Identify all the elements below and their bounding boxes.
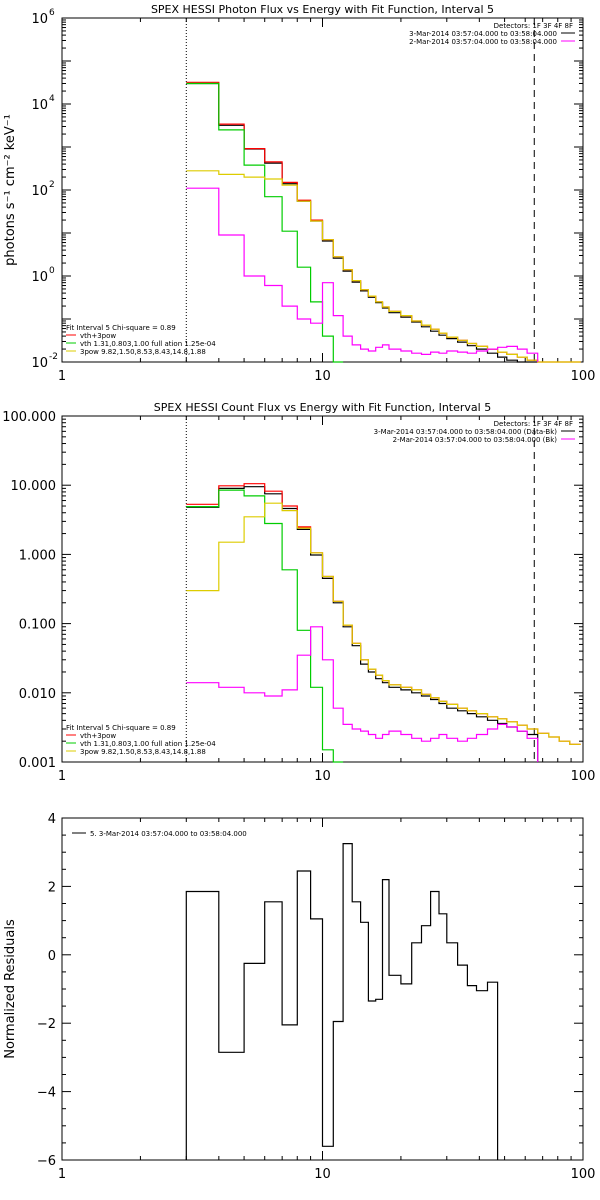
y-tick-label: 100.000 bbox=[2, 410, 56, 425]
x-tick-label: 10 bbox=[314, 369, 331, 384]
y-tick-label: 10 bbox=[31, 356, 48, 371]
legend-title: Detectors: 1F 3F 4F 8F bbox=[494, 420, 573, 428]
y-tick-label: 10 bbox=[31, 184, 48, 199]
y-tick-label: −6 bbox=[37, 1154, 56, 1169]
legend-label: 2-Mar-2014 03:57:04.000 to 03:58:04.000 … bbox=[393, 436, 558, 444]
y-tick-label: 2 bbox=[48, 880, 56, 895]
series-line bbox=[186, 82, 538, 363]
legend-label: 3-Mar-2014 03:57:04.000 to 03:58:04.000 … bbox=[374, 428, 558, 436]
legend-label: 2-Mar-2014 03:57:04.000 to 03:58:04.000 bbox=[409, 38, 557, 46]
fit-legend-title: Fit Interval 5 Chi-square = 0.89 bbox=[66, 724, 176, 732]
x-tick-label: 100 bbox=[571, 1167, 596, 1182]
fit-legend-label: vth+3pow bbox=[80, 732, 116, 740]
y-tick-label: 10 bbox=[31, 12, 48, 27]
x-tick-label: 100 bbox=[571, 369, 596, 384]
legend-label: 3-Mar-2014 03:57:04.000 to 03:58:04.000 bbox=[409, 30, 557, 38]
x-tick-label: 1 bbox=[58, 1167, 66, 1182]
series-line bbox=[185, 843, 499, 1160]
y-tick-exponent: 6 bbox=[49, 8, 55, 18]
x-tick-label: 10 bbox=[314, 1167, 331, 1182]
legend-label: 5. 3-Mar-2014 03:57:04.000 to 03:58:04.0… bbox=[90, 830, 247, 838]
fit-legend-title: Fit Interval 5 Chi-square = 0.89 bbox=[66, 324, 176, 332]
y-tick-label: 1.000 bbox=[19, 548, 56, 563]
series-line bbox=[186, 486, 539, 762]
y-tick-label: 10.000 bbox=[11, 479, 57, 494]
y-tick-label: 0 bbox=[48, 949, 56, 964]
y-axis-label: Normalized Residuals bbox=[3, 919, 18, 1059]
x-tick-label: 1 bbox=[58, 369, 66, 384]
series-line bbox=[186, 483, 581, 745]
series-line bbox=[186, 81, 581, 363]
chart-title: SPEX HESSI Count Flux vs Energy with Fit… bbox=[154, 401, 491, 414]
fit-legend-label: vth 1.31,0.803,1.00 full ation 1.25e-04 bbox=[80, 740, 216, 748]
y-axis-label: photons s⁻¹ cm⁻² keV⁻¹ bbox=[3, 114, 18, 266]
y-tick-label: 0.010 bbox=[19, 687, 56, 702]
y-tick-label: 0.100 bbox=[19, 618, 56, 633]
y-tick-exponent: 4 bbox=[49, 94, 55, 104]
y-tick-label: −2 bbox=[37, 1017, 56, 1032]
fit-legend-label: vth+3pow bbox=[80, 332, 116, 340]
y-tick-label: 10 bbox=[31, 98, 48, 113]
fit-legend-label: vth 1.31,0.803,1.00 full ation 1.25e-04 bbox=[80, 340, 216, 348]
series-line bbox=[186, 82, 344, 363]
x-tick-label: 100 bbox=[571, 769, 596, 784]
y-tick-label: 4 bbox=[48, 812, 56, 827]
y-tick-exponent: -2 bbox=[49, 352, 58, 362]
y-tick-label: −4 bbox=[37, 1086, 56, 1101]
y-tick-label: 10 bbox=[31, 270, 48, 285]
series-line bbox=[186, 489, 344, 763]
series-line bbox=[186, 187, 539, 362]
y-tick-exponent: 0 bbox=[49, 266, 55, 276]
x-tick-label: 10 bbox=[314, 769, 331, 784]
series-line bbox=[186, 626, 539, 762]
x-tick-label: 1 bbox=[58, 769, 66, 784]
fit-legend-label: 3pow 9.82,1.50,8.53,8.43,14.8,1.88 bbox=[80, 748, 206, 756]
series-line bbox=[186, 502, 581, 745]
fit-legend-label: 3pow 9.82,1.50,8.53,8.43,14.8,1.88 bbox=[80, 348, 206, 356]
y-tick-label: 0.001 bbox=[19, 756, 56, 771]
legend-title: Detectors: 1F 3F 4F 8F bbox=[494, 22, 573, 30]
series-line bbox=[186, 170, 581, 363]
y-tick-exponent: 2 bbox=[49, 180, 55, 190]
chart-title: SPEX HESSI Photon Flux vs Energy with Fi… bbox=[151, 3, 494, 16]
